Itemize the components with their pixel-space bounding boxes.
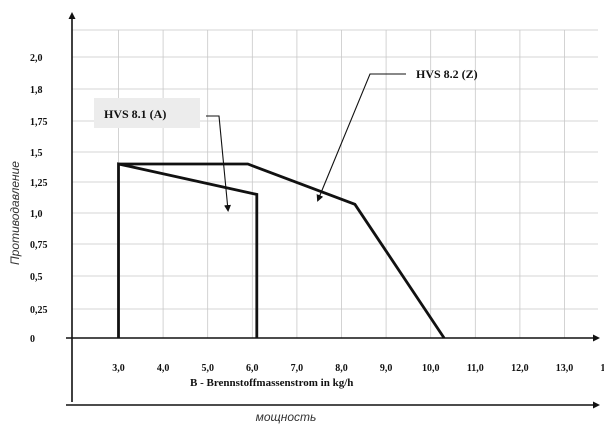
x-tick-label: 7,0: [291, 363, 304, 374]
x-tick-label: 9,0: [380, 363, 393, 374]
annotations: HVS 8.1 (A) HVS 8.2 (Z): [94, 67, 478, 212]
x-tick-label: 14,0: [600, 363, 604, 374]
x-tick-label: 12,0: [511, 363, 529, 374]
leader-line-hvs81: [206, 115, 232, 212]
x-tick-label: 10,0: [422, 363, 440, 374]
y-tick-label: 2,0: [30, 53, 43, 64]
series-line-hvs82: [118, 162, 446, 339]
x-tick-label: 6,0: [246, 363, 259, 374]
y-tick-labels: 0 0,25 0,5 0,75 1,0 1,25 1,5 1,75 1,8 2,0: [30, 53, 48, 345]
caption: мощность: [256, 410, 317, 424]
annotation-hvs82: HVS 8.2 (Z): [416, 67, 478, 81]
x-tick-label: 11,0: [467, 363, 484, 374]
y-tick-label: 0,25: [30, 305, 48, 316]
y-tick-label: 0,5: [30, 272, 43, 283]
series-layer: [117, 162, 446, 339]
y-tick-label: 1,0: [30, 209, 43, 220]
y-tick-label: 1,75: [30, 117, 48, 128]
y-tick-label: 0,75: [30, 240, 48, 251]
x-tick-label: 3,0: [112, 363, 125, 374]
y-tick-label: 0: [30, 334, 35, 345]
x-tick-label: 13,0: [556, 363, 574, 374]
axes: [66, 12, 600, 409]
x-tick-labels: 3,0 4,0 5,0 6,0 7,0 8,0 9,0 10,0 11,0 12,0 13,0 14,…: [112, 363, 604, 374]
y-tick-label: 1,25: [30, 178, 48, 189]
grid: [72, 29, 598, 338]
annotation-box-hvs81: [94, 98, 200, 128]
x-tick-label: 8,0: [335, 363, 348, 374]
x-tick-label: 4,0: [157, 363, 170, 374]
series-line-hvs81: [117, 162, 259, 338]
leader-line-hvs82: [316, 73, 406, 202]
y-tick-label: 1,5: [30, 148, 43, 159]
x-axis-label: B - Brennstoffmassenstrom in kg/h: [190, 377, 353, 389]
x-tick-label: 5,0: [201, 363, 214, 374]
y-axis-label: Противодавление: [8, 161, 22, 265]
y-tick-label: 1,8: [30, 85, 43, 96]
annotation-hvs81: HVS 8.1 (A): [104, 107, 166, 121]
